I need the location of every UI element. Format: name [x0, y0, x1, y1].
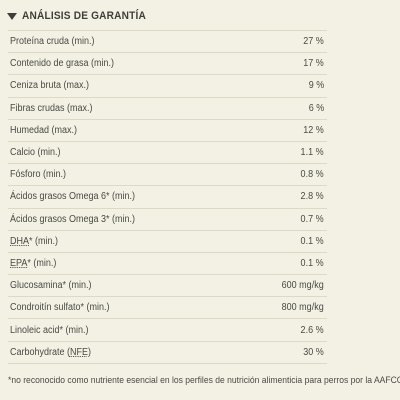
- nutrient-value: 0.8 %: [300, 169, 324, 181]
- nutrient-value: 9 %: [308, 80, 324, 92]
- nutrient-value: 27 %: [303, 36, 324, 48]
- nutrient-label: Ácidos grasos Omega 3* (min.): [10, 213, 136, 225]
- table-row: Carbohydrate (NFE) 30 %: [8, 342, 327, 364]
- nutrient-value: 12 %: [303, 124, 324, 136]
- table-row: Fibras crudas (max.) 6 %: [8, 98, 327, 120]
- table-row: EPA* (min.) 0.1 %: [8, 253, 327, 276]
- nutrient-value: 30 %: [303, 346, 324, 358]
- table-row: Ácidos grasos Omega 3* (min.) 0.7 %: [8, 209, 327, 231]
- table-row: Humedad (max.) 12 %: [8, 120, 327, 142]
- nutrient-label: Fósforo (min.): [10, 169, 67, 181]
- table-row: Condroitín sulfato* (min.) 800 mg/kg: [8, 297, 327, 320]
- nutrient-label: Contenido de grasa (min.): [10, 58, 115, 70]
- table-row: Glucosamina* (min.) 600 mg/kg: [8, 275, 327, 298]
- table-row: Ácidos grasos Omega 6* (min.) 2.8 %: [8, 186, 327, 209]
- table-row: Proteína cruda (min.) 27 %: [8, 31, 327, 54]
- nutrient-value: 17 %: [303, 58, 324, 70]
- nfe-abbreviation[interactable]: NFE: [70, 346, 89, 358]
- table-row: Fósforo (min.) 0.8 %: [8, 164, 327, 187]
- section-header[interactable]: ANÁLISIS DE GARANTÍA: [7, 6, 157, 26]
- nutrient-label: Fibras crudas (max.): [10, 102, 93, 114]
- nutrient-value: 800 mg/kg: [281, 302, 324, 314]
- footnote: *no reconocido como nutriente esencial e…: [8, 375, 400, 386]
- nutrient-label: Carbohydrate (NFE): [10, 347, 91, 358]
- nutrient-value: 2.6 %: [300, 324, 324, 336]
- nutrient-label: EPA* (min.): [10, 258, 56, 269]
- nutrient-label-suffix: * (min.): [27, 257, 57, 269]
- nutrient-label: Proteína cruda (min.): [10, 36, 95, 48]
- nutrient-value: 0.1 %: [300, 235, 324, 247]
- nutrient-label: Humedad (max.): [10, 124, 78, 136]
- dha-abbreviation[interactable]: DHA: [10, 235, 30, 247]
- nutrient-label: Glucosamina* (min.): [10, 280, 92, 292]
- nutrient-label: DHA* (min.): [10, 236, 58, 247]
- nutrient-label-suffix: * (min.): [29, 235, 59, 247]
- nutrient-label: Condroitín sulfato* (min.): [10, 302, 110, 314]
- guaranteed-analysis-table: Proteína cruda (min.) 27 % Contenido de …: [8, 30, 327, 364]
- triangle-down-icon[interactable]: [7, 12, 17, 20]
- nutrient-label: Calcio (min.): [10, 147, 61, 159]
- nutrient-value: 6 %: [308, 102, 324, 114]
- nutrient-value: 0.7 %: [300, 213, 324, 225]
- section-title: ANÁLISIS DE GARANTÍA: [22, 10, 146, 22]
- table-row: Ceniza bruta (max.) 9 %: [8, 75, 327, 98]
- table-row: Calcio (min.) 1.1 %: [8, 142, 327, 165]
- table-row: DHA* (min.) 0.1 %: [8, 231, 327, 253]
- nutrient-label: Ácidos grasos Omega 6* (min.): [10, 191, 136, 203]
- table-row: Linoleic acid* (min.) 2.6 %: [8, 319, 327, 342]
- table-row: Contenido de grasa (min.) 17 %: [8, 53, 327, 76]
- nutrient-label-suffix: ): [88, 346, 92, 358]
- epa-abbreviation[interactable]: EPA: [10, 257, 28, 269]
- nutrient-value: 600 mg/kg: [281, 280, 324, 292]
- nutrient-value: 0.1 %: [300, 257, 324, 269]
- nutrient-label: Linoleic acid* (min.): [10, 324, 89, 336]
- nutrient-label-prefix: Carbohydrate (: [10, 346, 71, 358]
- nutrient-value: 2.8 %: [300, 191, 324, 203]
- nutrient-value: 1.1 %: [300, 147, 324, 159]
- nutrient-label: Ceniza bruta (max.): [10, 80, 90, 92]
